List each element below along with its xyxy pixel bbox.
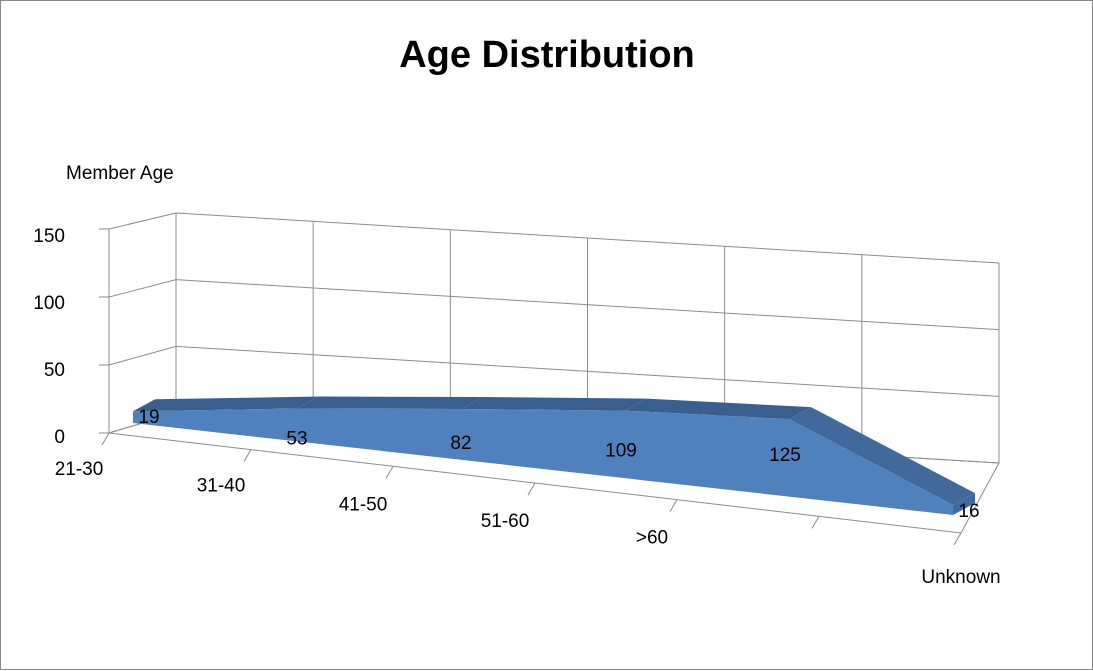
y-tick-label-100: 100 <box>33 293 65 314</box>
x-tick-mark-2 <box>385 466 394 479</box>
x-tick-mark-6 <box>953 532 962 546</box>
area-top-segment-4 <box>789 407 975 506</box>
x-tick-label-5: Unknown <box>921 567 1000 588</box>
area-top-segment-2 <box>461 396 647 411</box>
x-tick-label-3: 51-60 <box>481 511 530 532</box>
y-tick-label-0: 0 <box>54 427 65 448</box>
area-top-segment-1 <box>297 396 483 409</box>
data-label-5: 16 <box>958 501 979 522</box>
chart-title: Age Distribution <box>399 34 695 76</box>
area-top-segment-3 <box>625 398 811 420</box>
data-label-3: 109 <box>605 441 637 462</box>
x-axis: 21-30 31-40 41-50 51-60 >60 Unknown <box>55 432 1001 588</box>
floor-right-edge <box>960 462 1000 534</box>
side-wall-gridline-1 <box>108 345 177 366</box>
y-axis: 0 50 100 150 <box>33 226 65 448</box>
y-axis-title: Member Age <box>66 163 174 184</box>
y-tick-label-150: 150 <box>33 226 65 247</box>
data-labels: 19 53 82 109 125 16 <box>138 407 979 522</box>
x-tick-mark-4 <box>669 499 678 512</box>
x-tick-mark-1 <box>243 449 252 462</box>
x-tick-mark-0 <box>101 432 110 446</box>
area-series <box>133 396 975 515</box>
x-tick-mark-3 <box>527 482 536 496</box>
side-wall-gridline-3 <box>108 212 177 230</box>
x-tick-label-2: 41-50 <box>339 494 388 515</box>
area-top-segment-0 <box>133 396 319 412</box>
x-tick-mark-5 <box>811 516 820 529</box>
area-end-cap <box>953 493 975 515</box>
data-label-1: 53 <box>286 429 307 450</box>
data-label-2: 82 <box>450 433 471 454</box>
area-front-face <box>133 408 953 515</box>
side-wall-gridline-2 <box>108 279 177 298</box>
y-tick-label-50: 50 <box>44 360 65 381</box>
data-label-0: 19 <box>138 407 159 428</box>
x-tick-label-0: 21-30 <box>55 459 104 480</box>
data-label-4: 125 <box>769 445 801 466</box>
x-tick-label-4: >60 <box>636 528 668 549</box>
x-tick-label-1: 31-40 <box>197 476 246 497</box>
